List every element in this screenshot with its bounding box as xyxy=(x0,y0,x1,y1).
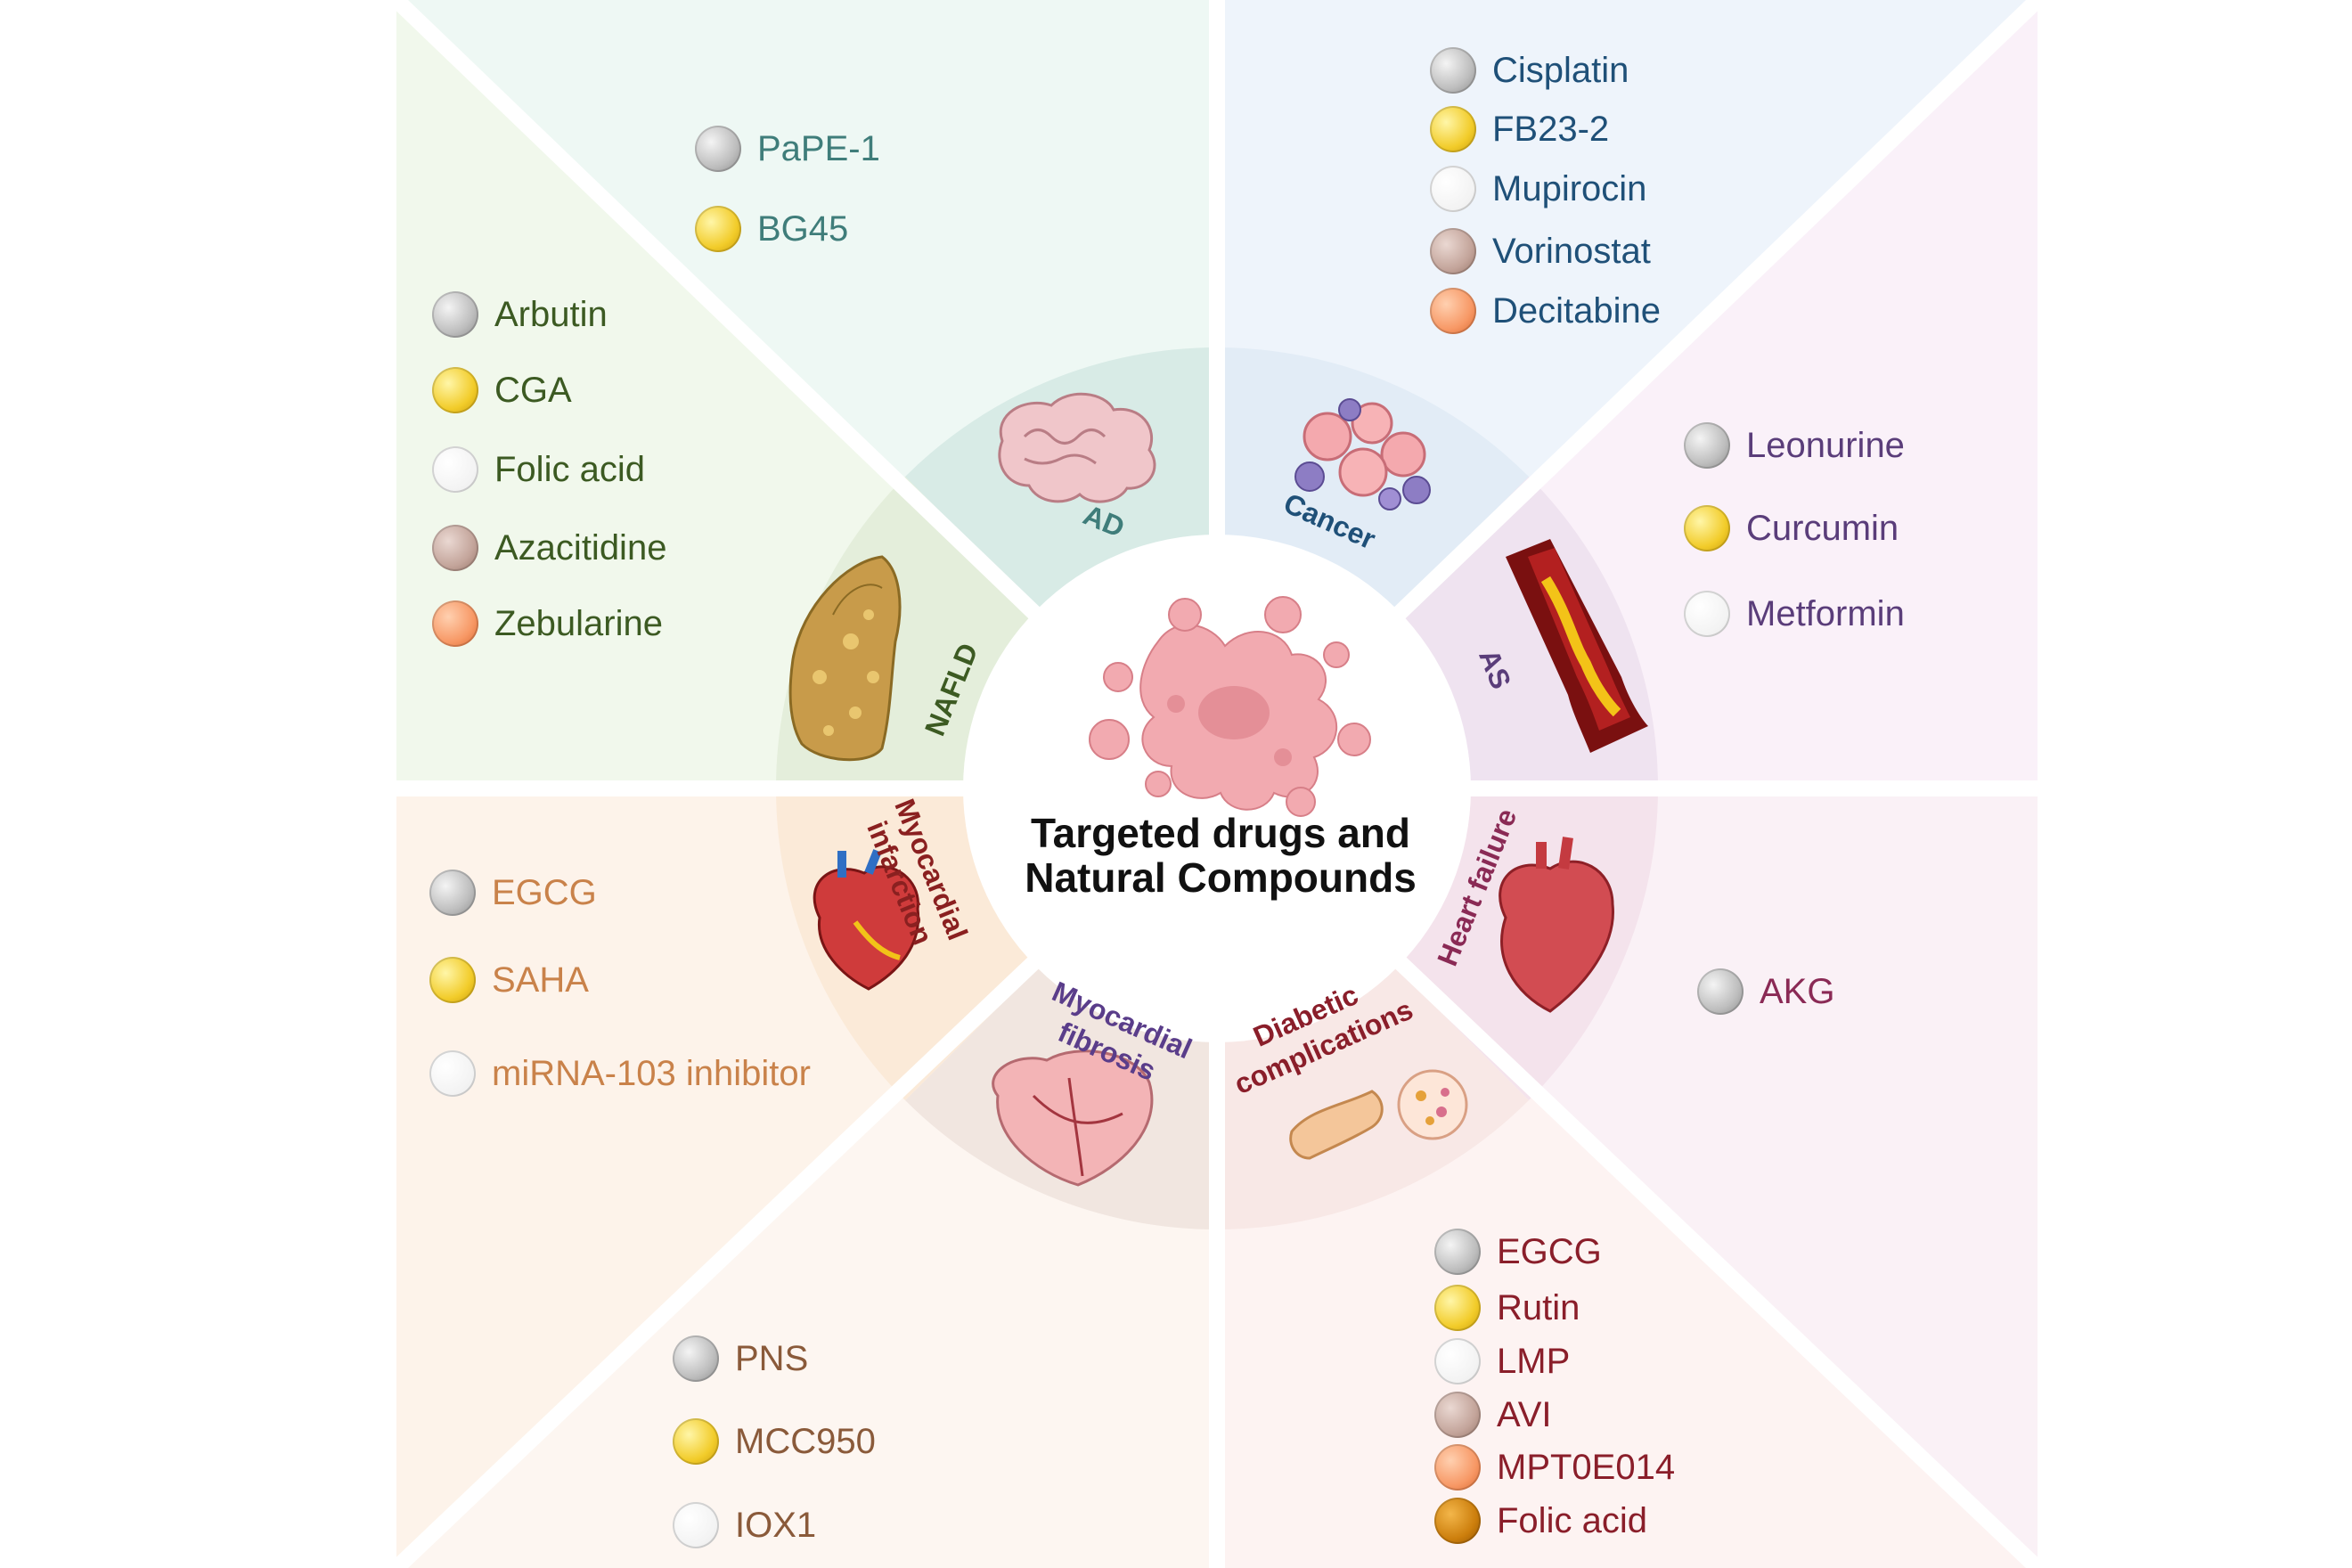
drug-label: Curcumin xyxy=(1746,509,1899,548)
compound-ball-icon xyxy=(429,957,476,1003)
compound-ball-icon xyxy=(695,206,741,252)
compound-ball-icon xyxy=(1430,166,1476,212)
drug-label: BG45 xyxy=(757,209,849,249)
liver-icon xyxy=(788,555,902,762)
drug-label: EGCG xyxy=(1497,1232,1602,1271)
drug-label: CGA xyxy=(494,371,572,410)
drug-label: MCC950 xyxy=(735,1422,876,1461)
drug-label: Rutin xyxy=(1497,1288,1580,1327)
compound-ball-icon xyxy=(1434,1285,1481,1331)
drug-label: Folic acid xyxy=(494,450,645,489)
drug-label: Azacitidine xyxy=(494,528,667,568)
compound-ball-icon xyxy=(432,525,478,571)
compound-ball-icon xyxy=(432,367,478,413)
drug-label: FB23-2 xyxy=(1492,110,1610,149)
drug-label: miRNA-103 inhibitor xyxy=(492,1054,811,1093)
compound-ball-icon xyxy=(1430,228,1476,274)
compound-ball-icon xyxy=(432,291,478,338)
artery-icon xyxy=(1506,539,1648,753)
drug-label: MPT0E014 xyxy=(1497,1448,1676,1487)
drug-label: Leonurine xyxy=(1746,426,1905,465)
compound-ball-icon xyxy=(429,870,476,916)
drug-label: Mupirocin xyxy=(1492,169,1647,208)
brain-icon xyxy=(998,392,1156,503)
fibrosis-heart-icon xyxy=(992,1049,1154,1187)
compound-ball-icon xyxy=(432,446,478,493)
compound-ball-icon xyxy=(1430,47,1476,94)
compound-ball-icon xyxy=(1434,1444,1481,1490)
drug-label: Arbutin xyxy=(494,295,608,334)
compound-ball-icon xyxy=(1434,1229,1481,1275)
drug-label: EGCG xyxy=(492,873,597,912)
drug-label: AVI xyxy=(1497,1395,1552,1434)
compound-ball-icon xyxy=(673,1502,719,1548)
compound-ball-icon xyxy=(673,1418,719,1465)
drug-label: SAHA xyxy=(492,960,589,1000)
cell-cluster-icon xyxy=(1089,596,1371,817)
drug-label: Decitabine xyxy=(1492,291,1662,331)
drug-label: Folic acid xyxy=(1497,1501,1647,1540)
drug-label: Metformin xyxy=(1746,594,1905,633)
compound-ball-icon xyxy=(1434,1392,1481,1438)
drug-label: Vorinostat xyxy=(1492,232,1651,271)
compound-ball-icon xyxy=(1684,591,1730,637)
compound-ball-icon xyxy=(695,126,741,172)
infarction-heart-icon xyxy=(813,849,920,991)
drug-label: PNS xyxy=(735,1339,809,1378)
drug-label: AKG xyxy=(1760,972,1835,1011)
compound-ball-icon xyxy=(1684,505,1730,551)
compound-ball-icon xyxy=(1684,422,1730,469)
pancreas-icon xyxy=(1289,1069,1468,1160)
drug-label: Cisplatin xyxy=(1492,51,1629,90)
drug-label: IOX1 xyxy=(735,1506,817,1545)
center-title-line-1: Targeted drugs and xyxy=(1031,810,1410,856)
heart-failure-heart-icon xyxy=(1499,837,1614,1013)
center-title-line-2: Natural Compounds xyxy=(1025,854,1417,901)
drug-label: Zebularine xyxy=(494,604,664,643)
drug-label: PaPE-1 xyxy=(757,129,880,168)
compound-ball-icon xyxy=(1434,1498,1481,1544)
compound-ball-icon xyxy=(429,1050,476,1097)
compound-ball-icon xyxy=(1697,968,1744,1015)
compound-ball-icon xyxy=(432,600,478,647)
cancer-cells-icon xyxy=(1294,398,1431,510)
compound-ball-icon xyxy=(673,1335,719,1382)
center-title: Targeted drugs and Natural Compounds xyxy=(971,811,1470,900)
compound-ball-icon xyxy=(1430,288,1476,334)
drug-label: LMP xyxy=(1497,1342,1571,1381)
compound-ball-icon xyxy=(1434,1338,1481,1384)
compound-ball-icon xyxy=(1430,106,1476,152)
